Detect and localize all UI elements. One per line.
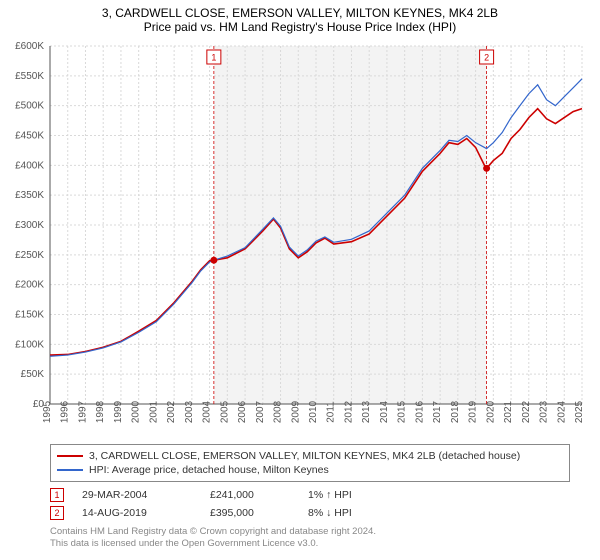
- tx-date: 14-AUG-2019: [82, 507, 192, 519]
- y-tick-label: £150K: [15, 310, 44, 321]
- y-tick-label: £500K: [15, 101, 44, 112]
- footer-line-2: This data is licensed under the Open Gov…: [50, 538, 570, 550]
- legend-swatch: [57, 455, 83, 457]
- legend-label: HPI: Average price, detached house, Milt…: [89, 464, 329, 476]
- title-subtitle: Price paid vs. HM Land Registry's House …: [10, 20, 590, 34]
- y-tick-label: £300K: [15, 220, 44, 231]
- table-row: 2 14-AUG-2019 £395,000 8% ↓ HPI: [50, 504, 570, 522]
- tx-delta: 8% ↓ HPI: [308, 507, 428, 519]
- marker-dot: [483, 165, 490, 172]
- y-tick-label: £600K: [15, 41, 44, 52]
- transaction-table: 1 29-MAR-2004 £241,000 1% ↑ HPI 2 14-AUG-2019…: [50, 486, 570, 522]
- tx-date: 29-MAR-2004: [82, 489, 192, 501]
- y-tick-label: £400K: [15, 160, 44, 171]
- tx-price: £395,000: [210, 507, 290, 519]
- y-tick-label: £100K: [15, 339, 44, 350]
- marker-number: 2: [484, 53, 489, 63]
- marker-dot: [210, 257, 217, 264]
- legend-row: HPI: Average price, detached house, Milt…: [57, 463, 563, 477]
- title-block: 3, CARDWELL CLOSE, EMERSON VALLEY, MILTO…: [0, 0, 600, 38]
- tx-marker-box: 2: [50, 506, 64, 520]
- tx-marker-box: 1: [50, 488, 64, 502]
- legend: 3, CARDWELL CLOSE, EMERSON VALLEY, MILTO…: [50, 444, 570, 482]
- tx-delta: 1% ↑ HPI: [308, 489, 428, 501]
- legend-label: 3, CARDWELL CLOSE, EMERSON VALLEY, MILTO…: [89, 450, 520, 462]
- y-tick-label: £250K: [15, 250, 44, 261]
- y-tick-label: £550K: [15, 71, 44, 82]
- footer-notice: Contains HM Land Registry data © Crown c…: [50, 526, 570, 551]
- chart-area: £0£50K£100K£150K£200K£250K£300K£350K£400…: [0, 38, 600, 438]
- y-tick-label: £450K: [15, 131, 44, 142]
- y-tick-label: £350K: [15, 190, 44, 201]
- footer-line-1: Contains HM Land Registry data © Crown c…: [50, 526, 570, 538]
- legend-row: 3, CARDWELL CLOSE, EMERSON VALLEY, MILTO…: [57, 449, 563, 463]
- title-address: 3, CARDWELL CLOSE, EMERSON VALLEY, MILTO…: [10, 6, 590, 20]
- table-row: 1 29-MAR-2004 £241,000 1% ↑ HPI: [50, 486, 570, 504]
- y-tick-label: £200K: [15, 280, 44, 291]
- y-tick-label: £50K: [21, 369, 45, 380]
- chart-container: 3, CARDWELL CLOSE, EMERSON VALLEY, MILTO…: [0, 0, 600, 551]
- legend-swatch: [57, 469, 83, 471]
- tx-price: £241,000: [210, 489, 290, 501]
- marker-number: 1: [211, 53, 216, 63]
- chart-svg: £0£50K£100K£150K£200K£250K£300K£350K£400…: [0, 38, 600, 438]
